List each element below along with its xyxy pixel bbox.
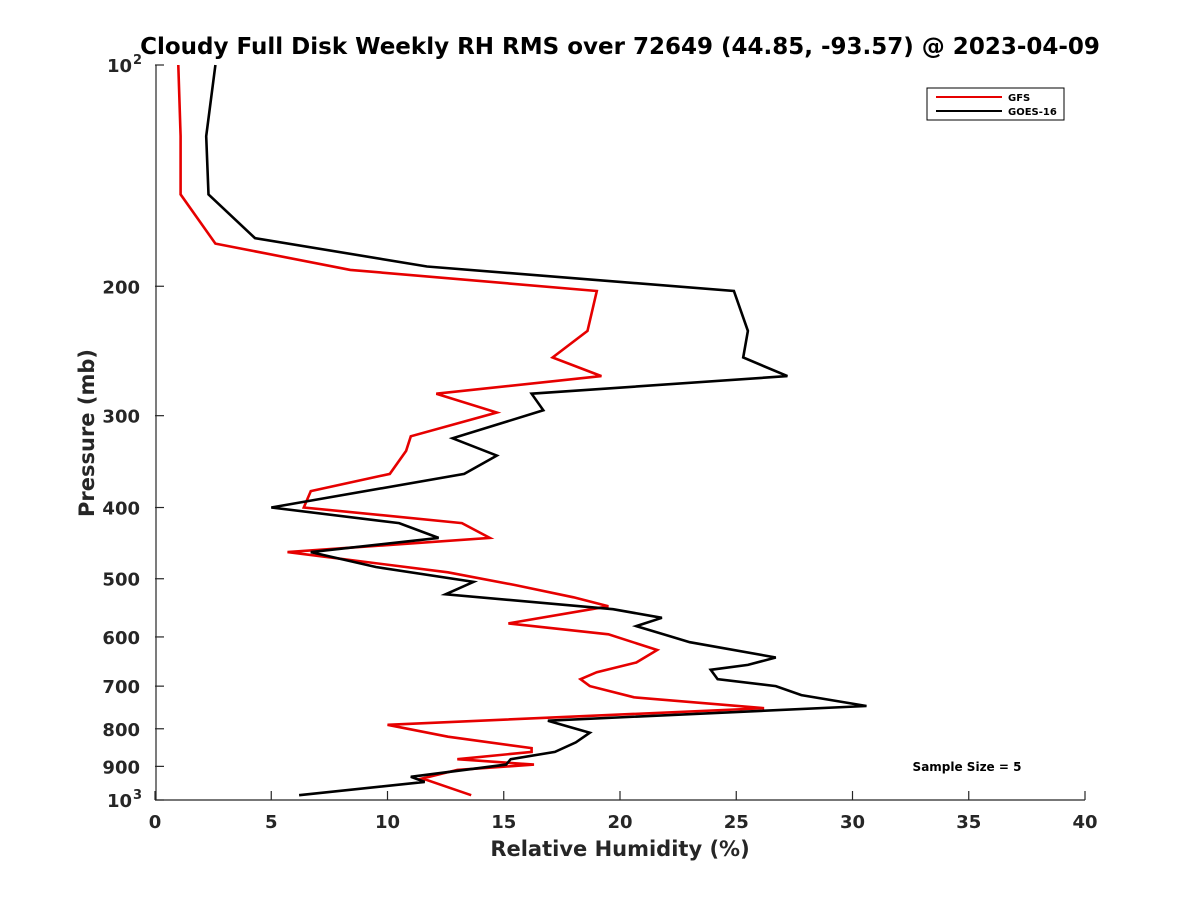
chart-title: Cloudy Full Disk Weekly RH RMS over 7264… [140,34,1100,60]
y-tick-label: 500 [102,570,140,591]
y-tick-label: 700 [102,677,140,698]
legend-label-gfs: GFS [1008,93,1030,104]
sample-size-annotation: Sample Size = 5 [913,760,1022,774]
y-tick-label: 10 [107,56,132,77]
series-line-gfs [177,64,765,797]
y-tick-label: 300 [102,407,140,428]
y-tick-exponent: 3 [133,788,142,803]
x-tick-label: 10 [375,812,400,833]
x-tick-label: 30 [840,812,865,833]
x-tick-label: 15 [491,812,516,833]
y-tick-exponent: 2 [133,53,142,68]
series-layer [177,64,867,797]
series-line-goes-16 [204,64,867,797]
x-tick-label: 35 [956,812,981,833]
x-axis-label: Relative Humidity (%) [490,837,749,861]
y-tick-label: 600 [102,628,140,649]
x-axis: 0 5 10 15 20 25 30 35 40 [149,791,1098,833]
y-tick-label: 10 [107,791,132,812]
x-tick-label: 40 [1072,812,1097,833]
legend: GFS GOES-16 [926,87,1065,121]
y-tick-label: 900 [102,757,140,778]
x-ticks: 0 5 10 15 20 25 30 35 40 [149,791,1098,833]
y-tick-label: 800 [102,720,140,741]
x-tick-label: 25 [724,812,749,833]
plot-area [155,65,1085,800]
y-tick-label: 400 [102,499,140,520]
y-axis-label: Pressure (mb) [75,349,99,517]
x-tick-label: 0 [149,812,162,833]
y-tick-label: 200 [102,277,140,298]
x-tick-label: 20 [607,812,632,833]
legend-label-goes-16: GOES-16 [1008,107,1057,118]
x-tick-label: 5 [265,812,278,833]
legend-box [926,87,1065,121]
